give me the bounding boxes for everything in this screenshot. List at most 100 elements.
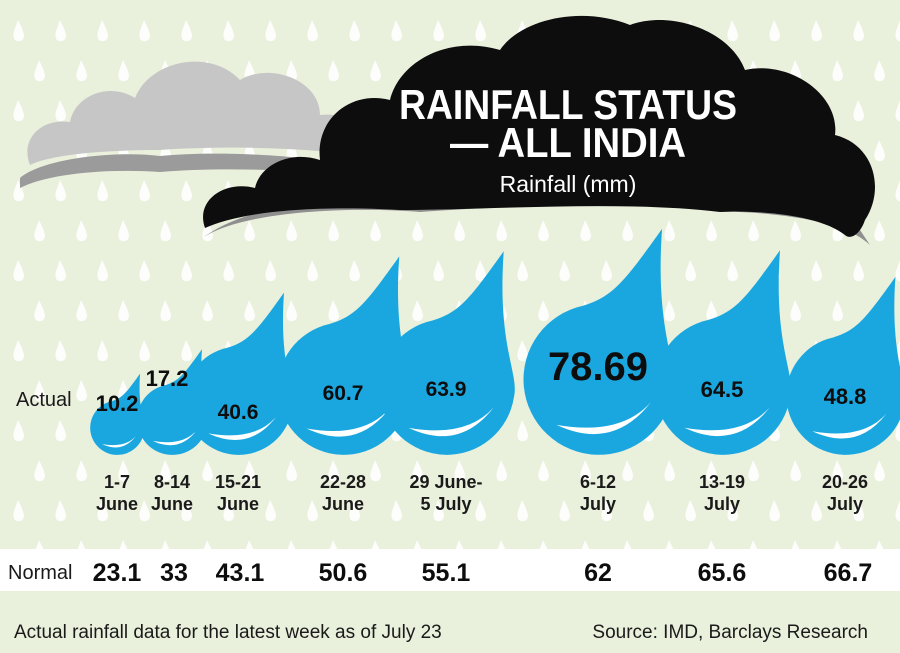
rain-drop-icon [874,140,885,162]
rain-drop-icon [328,300,339,322]
category-tick-label: June [151,494,193,514]
rain-drop-icon [475,260,486,282]
rain-drop-icon [76,220,87,242]
rain-drop-icon [370,220,381,242]
rain-drop-icon [790,460,801,482]
rain-drop-icon [181,260,192,282]
normal-value-label: 62 [584,559,612,587]
rain-drop-icon [34,220,45,242]
rain-drop-icon [55,180,66,202]
category-tick-label: 13-19 [699,472,745,492]
rain-drop-icon [601,260,612,282]
rain-drop-icon [454,460,465,482]
rain-drop-icon [748,220,759,242]
rain-drop-icon [706,460,717,482]
category-tick-label: 6-12 [580,472,616,492]
rain-drop-icon [328,220,339,242]
drop-highlight [684,407,770,437]
rain-drop-icon [517,260,528,282]
rain-drop-icon [34,380,45,402]
actual-row-label: Actual [16,389,72,411]
rain-drop-icon [286,220,297,242]
chart-title-line1: RAINFALL STATUS [399,81,737,128]
rain-drop-icon [55,20,66,42]
rain-drop-icon [622,460,633,482]
rain-drop-icon [517,340,528,362]
rain-drop-icon [832,300,843,322]
rain-drop-icon [433,20,444,42]
rain-drop-icon [727,260,738,282]
footnote-note: Actual rainfall data for the latest week… [14,622,442,643]
rain-drop-icon [895,420,900,442]
rain-drop-icon [538,460,549,482]
actual-drops [90,228,900,455]
category-tick-label: 5 July [420,494,471,514]
rain-drop-icon [433,260,444,282]
normal-row-label: Normal [8,562,72,584]
rain-drop-icon [118,300,129,322]
rain-drop-icon [286,460,297,482]
rain-drop-icon [160,300,171,322]
rain-drop-icon [13,260,24,282]
rain-drop-icon [832,60,843,82]
normal-value-label: 55.1 [422,559,471,587]
actual-drop [786,276,900,455]
category-tick-label: July [580,494,616,514]
rain-drop-icon [412,220,423,242]
actual-drop [90,373,145,455]
rain-drop-icon [328,460,339,482]
rain-drop-icon [265,500,276,522]
actual-value-label: 63.9 [426,378,467,401]
rain-drop-icon [139,260,150,282]
rain-drop-icon [244,460,255,482]
rain-drop-icon [391,500,402,522]
actual-value-label: 17.2 [146,366,189,391]
rain-drop-icon [139,180,150,202]
drop-highlight [208,417,276,440]
actual-value-label: 48.8 [824,384,867,409]
rain-drop-icon [76,460,87,482]
rain-drop-icon [97,500,108,522]
rain-drop-icon [118,60,129,82]
rain-drop-icon [790,300,801,322]
rain-drop-icon [76,300,87,322]
category-tick-label: 22-28 [320,472,366,492]
rain-drop-icon [286,60,297,82]
rain-drop-icon [706,300,717,322]
rain-drop-icon [811,20,822,42]
rain-drop-icon [895,20,900,42]
rain-drop-icon [475,500,486,522]
rain-drop-icon [244,300,255,322]
category-tick-label: June [322,494,364,514]
rain-drop-icon [97,180,108,202]
rain-drop-icon [265,20,276,42]
rain-drop-icon [307,500,318,522]
category-tick-label: 15-21 [215,472,261,492]
rain-drop-icon [34,60,45,82]
rain-drop-icon [13,180,24,202]
rain-drop-icon [55,340,66,362]
rain-drop-icon [76,380,87,402]
rain-drop-icon [853,100,864,122]
rain-drop-icon [286,300,297,322]
rain-drop-icon [538,220,549,242]
rain-drop-icon [265,260,276,282]
rain-drop-icon [13,20,24,42]
rain-drop-icon [664,220,675,242]
rain-drop-icon [685,260,696,282]
rain-drop-icon [517,500,528,522]
rain-drop-icon [139,340,150,362]
rain-drop-icon [538,300,549,322]
rain-drop-icon [496,220,507,242]
rain-drop-icon [55,500,66,522]
rain-drop-icon [895,260,900,282]
rain-drop-icon [559,260,570,282]
rain-drop-icon [34,460,45,482]
rain-drop-icon [118,220,129,242]
rain-drop-icon [55,100,66,122]
actual-drop [184,292,293,455]
rain-drop-icon [160,220,171,242]
actual-drop [523,228,675,455]
normal-value-label: 50.6 [319,559,368,587]
rain-drop-icon [895,180,900,202]
